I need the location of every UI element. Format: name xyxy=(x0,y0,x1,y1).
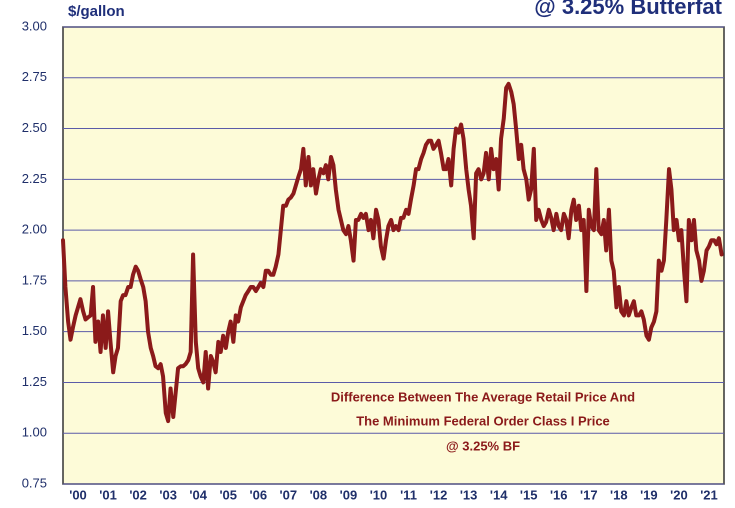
x-tick-label: '16 xyxy=(550,487,568,502)
x-tick-label: '12 xyxy=(430,487,448,502)
x-tick-label: '09 xyxy=(340,487,358,502)
chart-title: @ 3.25% Butterfat xyxy=(534,0,722,19)
y-tick-label: 2.50 xyxy=(22,120,47,135)
x-tick-label: '06 xyxy=(250,487,268,502)
x-tick-label: '01 xyxy=(99,487,117,502)
y-tick-label: 2.25 xyxy=(22,171,47,186)
y-tick-label: 0.75 xyxy=(22,475,47,490)
x-tick-label: '08 xyxy=(310,487,328,502)
x-tick-label: '19 xyxy=(640,487,658,502)
x-tick-label: '20 xyxy=(670,487,688,502)
x-tick-label: '11 xyxy=(400,487,417,502)
x-tick-label: '05 xyxy=(219,487,237,502)
x-tick-label: '07 xyxy=(280,487,298,502)
x-tick-label: '00 xyxy=(69,487,87,502)
x-tick-label: '21 xyxy=(700,487,718,502)
x-tick-label: '13 xyxy=(460,487,478,502)
price-line xyxy=(61,81,724,424)
x-tick-label: '03 xyxy=(159,487,177,502)
y-tick-label: 1.25 xyxy=(22,374,47,389)
y-tick-label: 2.75 xyxy=(22,69,47,84)
x-tick-label: '15 xyxy=(520,487,538,502)
x-tick-label: '17 xyxy=(580,487,598,502)
y-tick-label: 1.50 xyxy=(22,323,47,338)
y-tick-label: 3.00 xyxy=(22,18,47,33)
y-axis-label: $/gallon xyxy=(68,3,125,20)
y-tick-label: 1.75 xyxy=(22,272,47,287)
annotation: The Minimum Federal Order Class I Price xyxy=(356,413,610,428)
x-tick-label: '18 xyxy=(610,487,628,502)
y-tick-label: 2.00 xyxy=(22,222,47,237)
x-tick-label: '14 xyxy=(490,487,508,502)
x-tick-label: '10 xyxy=(370,487,388,502)
annotation: Difference Between The Average Retail Pr… xyxy=(331,389,635,404)
y-tick-label: 1.00 xyxy=(22,425,47,440)
x-tick-label: '02 xyxy=(129,487,147,502)
x-tick-label: '04 xyxy=(189,487,207,502)
annotation: @ 3.25% BF xyxy=(446,438,520,453)
